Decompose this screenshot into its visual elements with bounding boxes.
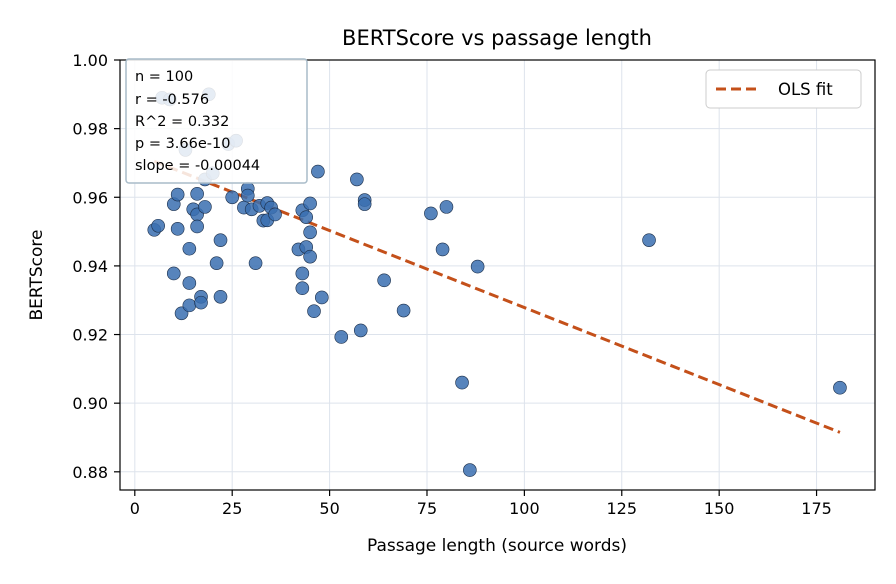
x-tick-label: 175 — [801, 499, 832, 518]
x-axis-label: Passage length (source words) — [367, 536, 627, 556]
data-point — [396, 303, 411, 318]
data-point — [170, 222, 185, 236]
y-tick-label: 0.98 — [72, 120, 108, 139]
data-point — [334, 330, 349, 344]
x-axis-ticks: 0 25 50 75 100 125 150 175 — [130, 490, 832, 518]
x-tick-label: 100 — [509, 499, 540, 518]
legend-fit-label: OLS fit — [778, 80, 833, 99]
legend: OLS fit — [705, 69, 862, 109]
data-point — [209, 256, 224, 270]
data-point — [303, 225, 317, 240]
data-point — [439, 200, 454, 214]
y-tick-label: 0.90 — [72, 394, 108, 413]
data-point — [213, 233, 228, 247]
data-point — [295, 266, 310, 281]
data-point — [377, 273, 391, 288]
data-point — [424, 206, 438, 221]
stats-r-squared: R^2 = 0.332 — [135, 114, 229, 130]
x-tick-label: 75 — [417, 499, 437, 518]
stats-box: n = 100 r = -0.576 R^2 = 0.332 p = 3.66e… — [125, 58, 308, 184]
data-point — [295, 281, 310, 296]
data-point — [166, 266, 181, 281]
legend-frame — [705, 69, 862, 109]
data-point — [303, 249, 317, 264]
data-point — [151, 218, 165, 233]
y-tick-label: 0.88 — [72, 463, 108, 482]
data-point — [357, 197, 372, 211]
data-point — [311, 164, 325, 179]
y-axis-label: BERTScore — [27, 230, 47, 321]
data-point — [182, 298, 197, 313]
y-axis-ticks: 0.88 0.90 0.92 0.94 0.96 0.98 1.00 — [72, 51, 120, 482]
data-point — [435, 242, 450, 257]
x-tick-label: 125 — [607, 499, 638, 518]
data-point — [182, 276, 197, 290]
stats-n: n = 100 — [135, 69, 193, 85]
chart-title: BERTScore vs passage length — [342, 26, 652, 50]
data-point — [470, 259, 485, 274]
data-point — [190, 219, 204, 234]
stats-p-value: p = 3.66e-10 — [135, 136, 230, 152]
data-point — [268, 207, 282, 222]
data-point — [455, 375, 469, 390]
data-point — [642, 233, 656, 247]
y-tick-label: 0.94 — [72, 257, 108, 276]
data-point — [198, 200, 212, 214]
y-tick-label: 0.92 — [72, 326, 108, 345]
x-tick-label: 25 — [222, 499, 242, 518]
data-point — [213, 289, 228, 304]
data-point — [190, 187, 204, 201]
data-point — [194, 295, 208, 310]
stats-r: r = -0.576 — [135, 92, 209, 108]
stats-box-frame — [125, 58, 308, 184]
data-point — [225, 190, 239, 205]
x-tick-label: 50 — [319, 499, 339, 518]
x-tick-label: 0 — [130, 499, 140, 518]
data-point — [315, 290, 329, 305]
data-point — [170, 187, 185, 202]
stats-slope: slope = -0.00044 — [135, 158, 260, 174]
data-point — [240, 188, 255, 203]
data-point — [463, 463, 477, 477]
data-point — [303, 196, 317, 211]
data-point — [299, 210, 314, 224]
data-point — [182, 241, 197, 256]
data-point — [833, 380, 847, 395]
data-point — [307, 304, 321, 319]
y-tick-label: 0.96 — [72, 188, 108, 207]
data-point — [350, 172, 364, 187]
plot-frame — [119, 59, 876, 491]
data-point — [353, 323, 368, 338]
x-tick-label: 150 — [704, 499, 735, 518]
data-point — [248, 256, 263, 270]
y-tick-label: 1.00 — [72, 51, 108, 70]
